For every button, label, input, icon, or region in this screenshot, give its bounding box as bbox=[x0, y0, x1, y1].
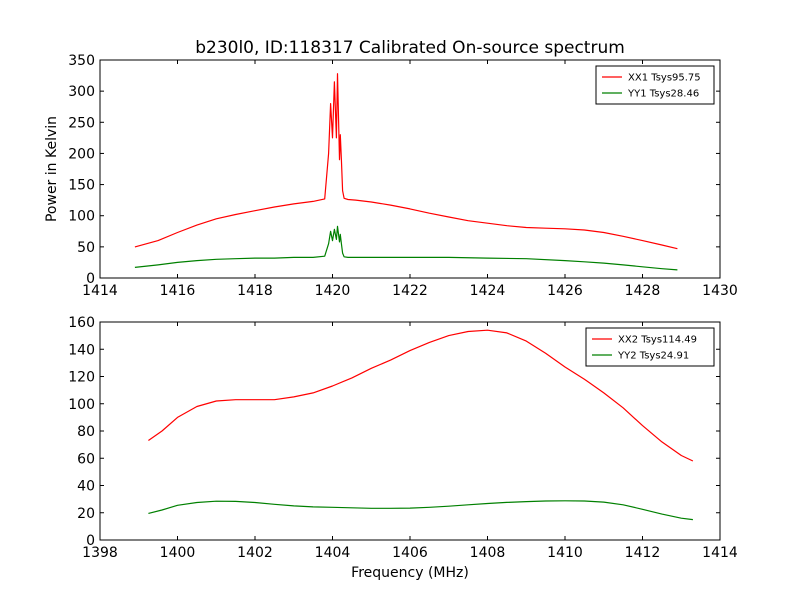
top-y-axis-label: Power in Kelvin bbox=[44, 116, 60, 222]
legend-entry: XX2 Tsys114.49 bbox=[618, 335, 697, 346]
legend-box bbox=[585, 327, 715, 367]
x-tick-label: 1416 bbox=[160, 283, 196, 299]
x-tick-label: 1404 bbox=[315, 545, 351, 561]
subplot-1: 1414 1416 1418 1420 1422 1424 1426 1428 1430 0 50 1… bbox=[68, 53, 738, 299]
y-tick-label: 100 bbox=[68, 397, 95, 413]
x-tick-label: 1422 bbox=[392, 283, 428, 299]
x-tick-label: 1414 bbox=[702, 545, 738, 561]
y-tick-label: 0 bbox=[86, 271, 95, 287]
y-tick-label: 160 bbox=[68, 315, 95, 331]
x-tick-label: 1406 bbox=[392, 545, 428, 561]
x-tick-label: 1414 bbox=[82, 283, 118, 299]
y-tick-label: 120 bbox=[68, 370, 95, 386]
legend-box bbox=[595, 65, 715, 105]
legend-entry: YY2 Tsys24.91 bbox=[617, 351, 689, 362]
x-tick-label: 1398 bbox=[82, 545, 118, 561]
x-tick-label: 1420 bbox=[315, 283, 351, 299]
y-tick-label: 250 bbox=[68, 115, 95, 131]
series-line-1-2 bbox=[134, 225, 678, 271]
y-tick-label: 150 bbox=[68, 178, 95, 194]
legend-entry: XX1 Tsys95.75 bbox=[628, 73, 701, 84]
y-tick-label: 40 bbox=[77, 479, 95, 495]
y-tick-label: 200 bbox=[68, 146, 95, 162]
y-tick-label: 140 bbox=[68, 342, 95, 358]
subplot-2: 1398 1400 1402 1404 1406 1408 1410 1412 1414 0 20 4… bbox=[68, 315, 738, 561]
chart-title: b230l0, ID:118317 Calibrated On-source s… bbox=[195, 38, 625, 58]
x-tick-label: 1428 bbox=[625, 283, 661, 299]
x-tick-label: 1418 bbox=[237, 283, 273, 299]
x-tick-label: 1402 bbox=[237, 545, 273, 561]
legend-entry: YY1 Tsys28.46 bbox=[627, 89, 699, 100]
bottom-x-axis-label: Frequency (MHz) bbox=[351, 565, 469, 581]
series-line-2-2 bbox=[148, 500, 693, 521]
y-tick-label: 80 bbox=[77, 424, 95, 440]
y-tick-label: 300 bbox=[68, 84, 95, 100]
x-tick-label: 1430 bbox=[702, 283, 738, 299]
legend-1: XX1 Tsys95.75 YY1 Tsys28.46 bbox=[595, 65, 715, 105]
x-tick-label: 1412 bbox=[625, 545, 661, 561]
x-tick-label: 1424 bbox=[470, 283, 506, 299]
y-tick-label: 60 bbox=[77, 451, 95, 467]
plots-layer: 1414 1416 1418 1420 1422 1424 1426 1428 1430 0 50 1… bbox=[68, 53, 738, 561]
y-tick-label: 100 bbox=[68, 209, 95, 225]
y-tick-label: 20 bbox=[77, 506, 95, 522]
x-tick-label: 1410 bbox=[547, 545, 583, 561]
legend-2: XX2 Tsys114.49 YY2 Tsys24.91 bbox=[585, 327, 715, 367]
series-line-2-1 bbox=[148, 329, 694, 462]
series-line-1-1 bbox=[134, 73, 678, 250]
x-tick-label: 1408 bbox=[470, 545, 506, 561]
y-tick-label: 0 bbox=[86, 533, 95, 549]
x-tick-label: 1426 bbox=[547, 283, 583, 299]
y-tick-label: 350 bbox=[68, 53, 95, 69]
x-tick-label: 1400 bbox=[160, 545, 196, 561]
y-tick-label: 50 bbox=[77, 240, 95, 256]
